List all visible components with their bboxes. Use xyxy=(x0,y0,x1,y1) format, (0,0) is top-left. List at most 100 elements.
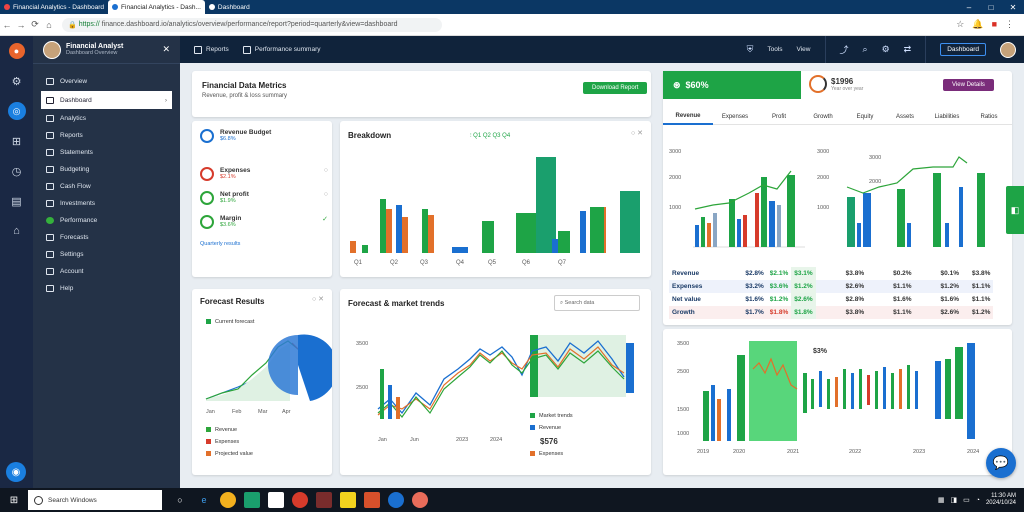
powerpoint-icon[interactable] xyxy=(364,492,380,508)
trends-title: Forecast & market trends xyxy=(348,299,445,308)
url-input[interactable]: 🔒 https:// finance.dashboard.io/analytic… xyxy=(62,17,442,32)
tab-equity[interactable]: Equity xyxy=(856,113,874,120)
rail-item[interactable]: ⚙ xyxy=(0,66,33,96)
extension-icon[interactable]: ■ xyxy=(991,19,997,29)
shield-icon[interactable]: ⛨ xyxy=(746,44,754,54)
minimize-icon[interactable]: – xyxy=(966,2,972,12)
rail-item[interactable]: ⌂ xyxy=(0,216,33,246)
share-icon[interactable]: ⇄ xyxy=(903,44,912,54)
tab-growth[interactable]: Growth xyxy=(813,113,833,120)
cash-icon xyxy=(46,183,54,190)
sidebar-item-overview[interactable]: Overview xyxy=(41,74,172,89)
sidebar-item-cash-flow[interactable]: Cash Flow xyxy=(41,179,172,194)
download-report-button[interactable]: Download Report xyxy=(583,82,648,94)
wifi-icon[interactable]: ◔ xyxy=(975,496,980,504)
sidebar-item-help[interactable]: Help xyxy=(41,281,172,296)
close-icon[interactable]: ✕ xyxy=(637,130,643,137)
chat-button[interactable]: 💬 xyxy=(986,448,1016,478)
bar xyxy=(350,241,356,253)
view-details-button[interactable]: View Details xyxy=(943,79,994,91)
info-icon[interactable]: ○ xyxy=(323,167,328,174)
bell-icon[interactable]: 🔔 xyxy=(972,19,984,29)
tab-profit[interactable]: Profit xyxy=(771,113,786,120)
info-icon[interactable]: ○ xyxy=(630,130,636,137)
home-icon[interactable]: ⌂ xyxy=(46,19,52,30)
browser-tab-active[interactable]: Financial Analytics - Dash... xyxy=(108,0,205,14)
app-icon[interactable] xyxy=(316,492,332,508)
tab-revenue[interactable]: Revenue xyxy=(663,109,713,125)
edge-icon[interactable]: e xyxy=(201,495,207,505)
menu-icon[interactable]: ⋮ xyxy=(1005,19,1014,29)
tools-button[interactable]: Tools xyxy=(767,46,783,53)
x-tick: Q4 xyxy=(456,260,465,266)
app-logo[interactable]: ● xyxy=(0,36,33,66)
sidebar-item-budgeting[interactable]: Budgeting xyxy=(41,162,172,177)
info-icon[interactable]: ○ xyxy=(323,191,328,198)
dashboard-button[interactable]: Dashboard xyxy=(940,43,986,56)
link-icon[interactable]: ⤴ xyxy=(839,45,849,55)
bar xyxy=(761,177,767,247)
sidebar-item-dashboard[interactable]: Dashboard › xyxy=(41,91,172,109)
close-sidebar-icon[interactable]: ✕ xyxy=(162,44,170,54)
maximize-icon[interactable]: □ xyxy=(988,2,994,12)
tab-expenses[interactable]: Expenses xyxy=(721,113,749,120)
avatar[interactable] xyxy=(43,40,61,59)
app-icon[interactable] xyxy=(292,492,308,508)
info-icon[interactable]: ○ xyxy=(311,296,317,303)
chrome-icon[interactable] xyxy=(220,492,236,508)
sidebar-item-forecasts[interactable]: Forecasts xyxy=(41,230,172,245)
x-tick: Q6 xyxy=(522,260,531,266)
forward-icon[interactable]: → xyxy=(16,19,26,30)
legend-swatch xyxy=(530,413,535,419)
app-header: Reports Performance summary ⛨ Tools View… xyxy=(180,36,1024,63)
task-view-icon[interactable]: ○ xyxy=(177,495,183,505)
reports-button[interactable]: Reports xyxy=(194,45,229,54)
rail-item[interactable]: ▤ xyxy=(0,186,33,216)
sidebar-item-statements[interactable]: Statements xyxy=(41,145,172,160)
rail-item[interactable]: ⊞ xyxy=(0,126,33,156)
bar xyxy=(819,371,822,407)
tab-ratios[interactable]: Ratios xyxy=(980,113,998,120)
breakdown-legend: ⫶ Q1 Q2 Q3 Q4 xyxy=(470,133,511,139)
app-icon[interactable] xyxy=(388,492,404,508)
battery-icon[interactable]: ▭ xyxy=(963,497,970,504)
search-icon[interactable]: ⌕ xyxy=(862,44,868,54)
y-tick: 1000 xyxy=(817,205,829,211)
taskbar-search[interactable]: Search Windows xyxy=(28,490,162,510)
sidebar-item-reports[interactable]: Reports xyxy=(41,128,172,143)
back-icon[interactable]: ← xyxy=(2,19,12,30)
sidebar-item-performance[interactable]: Performance xyxy=(41,213,172,228)
tab-liabilities[interactable]: Liabilities xyxy=(934,113,960,120)
volume-icon[interactable]: ◨ xyxy=(950,497,958,504)
reload-icon[interactable]: ⟳ xyxy=(31,19,39,29)
store-icon[interactable] xyxy=(244,492,260,508)
clock[interactable]: 11:30 AM 2024/10/24 xyxy=(985,493,1016,506)
close-icon[interactable]: ✕ xyxy=(1009,2,1017,12)
browser-tab-bar: Financial Analytics - Dashboard Financia… xyxy=(0,0,1024,14)
performance-button[interactable]: Performance summary xyxy=(242,45,321,54)
sidebar-item-account[interactable]: Account xyxy=(41,264,172,279)
view-button[interactable]: View xyxy=(796,46,811,53)
search-input[interactable]: ⌕ Search data xyxy=(554,295,640,311)
browser-tab[interactable]: Financial Analytics - Dashboard xyxy=(0,0,108,14)
network-icon[interactable]: ▦ xyxy=(937,497,945,504)
tab-assets[interactable]: Assets xyxy=(895,113,914,120)
windows-start-icon[interactable]: ⊞ xyxy=(9,494,19,506)
sidebar-item-investments[interactable]: Investments xyxy=(41,196,172,211)
file-icon[interactable] xyxy=(268,492,284,508)
home-icon: ⌂ xyxy=(13,225,20,237)
star-icon[interactable]: ☆ xyxy=(956,19,965,29)
sidebar-item-analytics[interactable]: Analytics xyxy=(41,111,172,126)
feedback-tab[interactable]: ◧ xyxy=(1006,186,1024,234)
user-icon[interactable]: ◉ xyxy=(6,462,26,482)
folder-icon[interactable] xyxy=(340,492,356,508)
rail-item[interactable]: ◷ xyxy=(0,156,33,186)
avatar[interactable] xyxy=(1000,41,1016,58)
settings-icon[interactable]: ⚙ xyxy=(881,44,890,54)
rail-item-active[interactable]: ◎ xyxy=(0,96,33,126)
app-icon[interactable] xyxy=(412,492,428,508)
browser-tab[interactable]: Dashboard xyxy=(205,0,254,14)
sidebar-item-settings[interactable]: Settings xyxy=(41,247,172,262)
bar xyxy=(907,365,910,409)
close-icon[interactable]: ✕ xyxy=(318,296,324,303)
